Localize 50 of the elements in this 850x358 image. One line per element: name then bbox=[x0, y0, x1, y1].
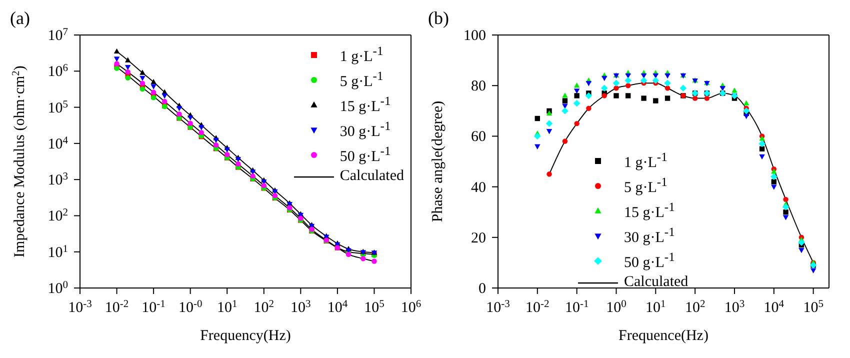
y-tick-label: 10$^{3}$ bbox=[48, 171, 68, 189]
x-tick-label: 10$^{-3}$ bbox=[68, 298, 92, 316]
x-tick-label: 10$^{-3}$ bbox=[486, 298, 510, 316]
legend-label: 50 g·L$^{-1}$ bbox=[340, 143, 391, 167]
x-tick-label: 10$^{5}$ bbox=[803, 298, 824, 316]
x-tick-label: 10$^{2}$ bbox=[684, 298, 706, 316]
x-tick-label: 10$^{-1}$ bbox=[142, 298, 166, 316]
legend-label: Calculated bbox=[340, 167, 404, 186]
legend-label: 1 g·L$^{-1}$ bbox=[624, 149, 668, 173]
x-tick-label: 10$^{-0}$ bbox=[178, 298, 202, 316]
x-tick-label: 10$^{5}$ bbox=[364, 298, 384, 316]
x-tick-label: 10$^{0}$ bbox=[606, 298, 626, 316]
y-tick-label: 80 bbox=[471, 78, 486, 95]
chart-title: (a) bbox=[10, 8, 30, 29]
legend-label: 1 g·L$^{-1}$ bbox=[340, 43, 384, 67]
x-tick-label: 10$^{-2}$ bbox=[104, 298, 129, 316]
y-tick-label: 10$^{7}$ bbox=[48, 26, 68, 44]
legend-label: 50 g·L$^{-1}$ bbox=[624, 249, 675, 273]
x-tick-label: 10$^{2}$ bbox=[254, 298, 274, 316]
y-tick-label: 10$^{4}$ bbox=[48, 134, 69, 152]
x-tick-label: 10$^{1}$ bbox=[216, 298, 238, 316]
y-tick-label: 100 bbox=[464, 28, 486, 44]
y-tick-label: 10$^{6}$ bbox=[48, 62, 68, 80]
legend-label: 30 g·L$^{-1}$ bbox=[340, 118, 391, 142]
y-tick-label: 10$^{2}$ bbox=[48, 207, 68, 225]
y-tick-label: 60 bbox=[471, 129, 486, 146]
legend-label: 5 g·L$^{-1}$ bbox=[340, 68, 384, 92]
chart-title: (b) bbox=[428, 8, 449, 29]
legend-label: Calculated bbox=[624, 273, 688, 292]
y-tick-label: 10$^{0}$ bbox=[48, 280, 68, 297]
legend-label: 15 g·L$^{-1}$ bbox=[624, 199, 675, 223]
x-axis-title: Frequency(Hz) bbox=[200, 328, 291, 344]
legend-label: 5 g·L$^{-1}$ bbox=[624, 174, 668, 198]
y-tick-label: 10$^{5}$ bbox=[48, 98, 68, 116]
legend-label: 15 g·L$^{-1}$ bbox=[340, 93, 391, 117]
x-tick-label: 10$^{3}$ bbox=[290, 298, 311, 316]
x-tick-label: 10$^{4}$ bbox=[764, 298, 785, 316]
x-tick-label: 10$^{-1}$ bbox=[564, 298, 589, 316]
x-axis-title: Frequence(Hz) bbox=[618, 328, 708, 344]
x-tick-label: 10$^{6}$ bbox=[400, 298, 422, 316]
y-tick-label: 40 bbox=[471, 180, 486, 196]
y-axis-title: Phase angle(degree) bbox=[430, 100, 446, 222]
y-tick-label: 0 bbox=[478, 281, 486, 297]
y-tick-label: 10$^{1}$ bbox=[48, 243, 68, 261]
y-tick-label: 20 bbox=[471, 230, 486, 246]
x-tick-label: 10$^{1}$ bbox=[646, 298, 666, 316]
x-tick-label: 10$^{-2}$ bbox=[526, 298, 550, 316]
x-tick-label: 10$^{4}$ bbox=[327, 298, 348, 316]
x-tick-label: 10$^{3}$ bbox=[724, 298, 745, 316]
legend-label: 30 g·L$^{-1}$ bbox=[624, 224, 675, 248]
